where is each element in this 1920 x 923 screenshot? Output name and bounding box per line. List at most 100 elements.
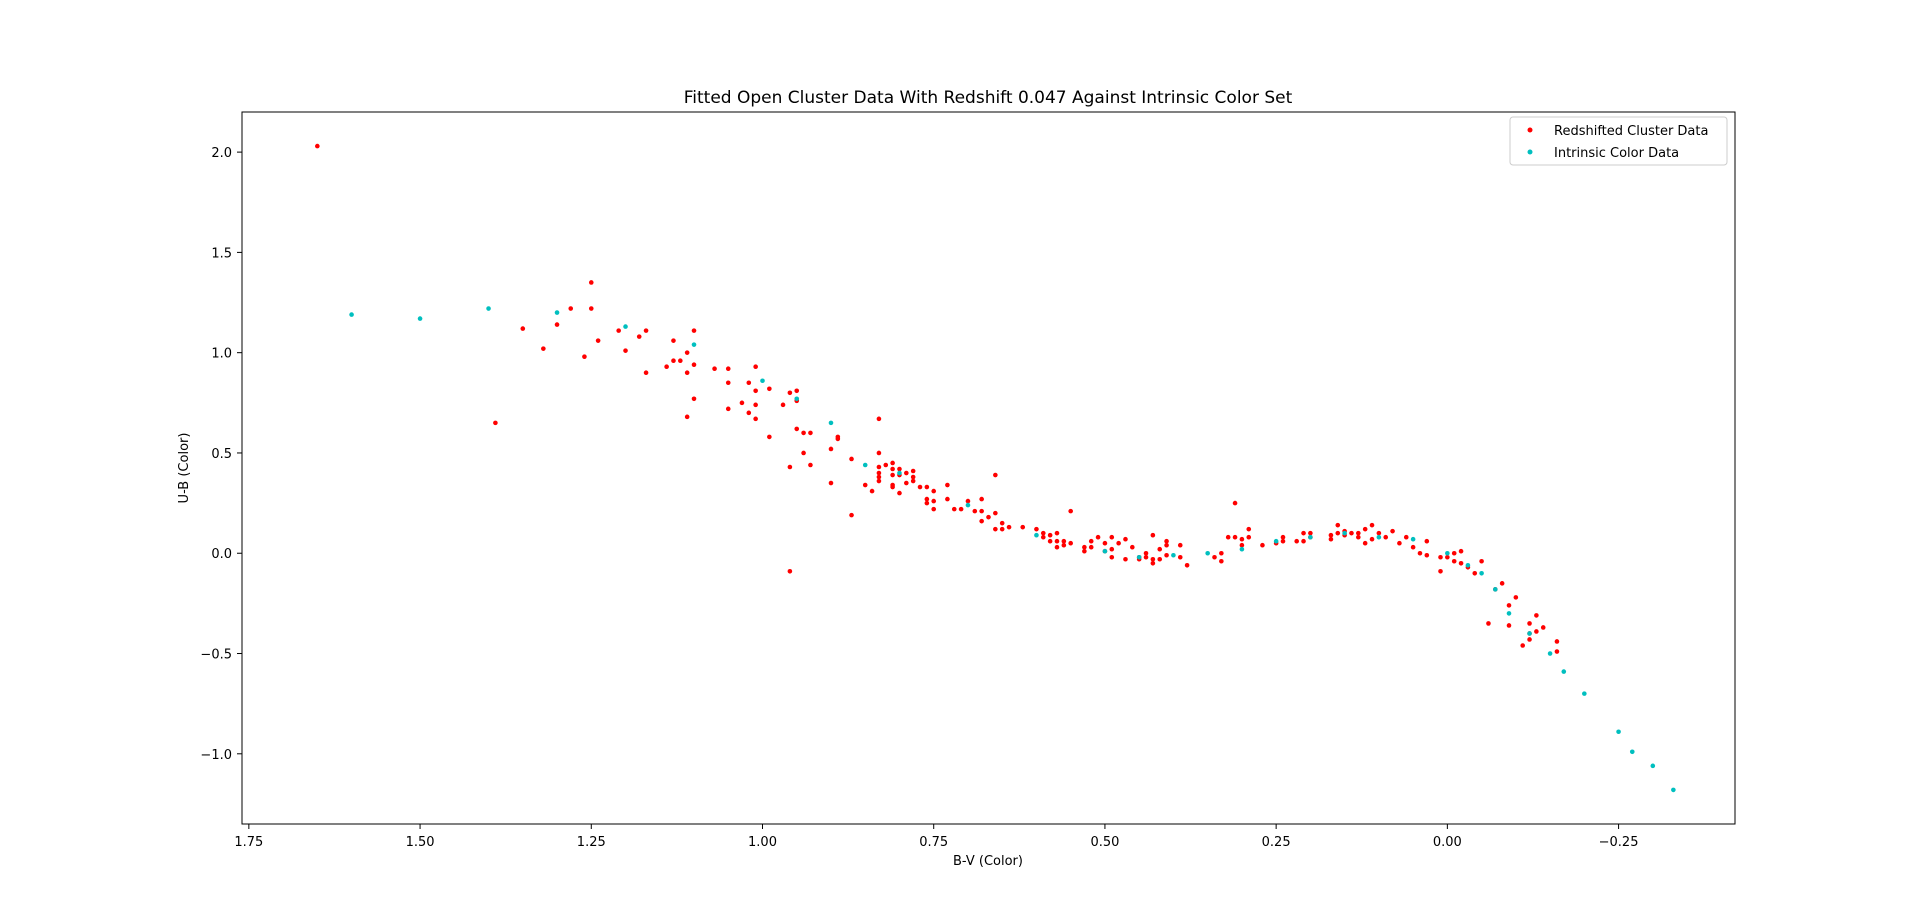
redshifted-data-point — [931, 506, 937, 512]
redshifted-data-point — [1020, 524, 1026, 530]
intrinsic-data-point — [1582, 691, 1587, 696]
redshifted-data-point — [945, 496, 950, 502]
redshifted-data-point — [794, 426, 800, 432]
redshifted-data-point — [643, 328, 649, 333]
redshifted-data-point — [951, 506, 957, 512]
intrinsic-data-point — [965, 502, 971, 508]
x-tick-label: 1.00 — [748, 835, 777, 850]
redshifted-data-point — [1486, 621, 1491, 626]
redshifted-data-point — [1534, 629, 1539, 634]
redshifted-data-point — [1239, 536, 1245, 542]
redshifted-data-point — [1225, 534, 1231, 540]
intrinsic-data-point — [1547, 651, 1553, 656]
redshifted-data-point — [1157, 546, 1163, 552]
redshifted-data-point — [753, 364, 758, 370]
intrinsic-data-point — [1102, 548, 1108, 554]
redshifted-data-point — [1424, 552, 1430, 558]
redshifted-data-point — [828, 480, 834, 486]
redshifted-data-point — [801, 450, 806, 456]
redshifted-data-point — [1143, 550, 1149, 556]
redshifted-data-point — [972, 508, 978, 514]
redshifted-data-point — [924, 500, 930, 506]
redshifted-data-point — [986, 514, 991, 520]
redshifted-data-point — [924, 496, 930, 502]
redshifted-data-point — [1356, 534, 1361, 540]
redshifted-data-point — [725, 406, 731, 412]
redshifted-data-point — [1082, 544, 1087, 550]
intrinsic-data-point — [1650, 763, 1656, 769]
intrinsic-data-point — [1342, 530, 1347, 536]
redshifted-data-point — [1301, 530, 1306, 536]
redshifted-data-point — [1054, 530, 1060, 536]
intrinsic-data-point — [828, 420, 834, 426]
redshifted-data-point — [958, 506, 964, 512]
redshifted-data-point — [876, 464, 882, 470]
plot-area-frame — [241, 111, 1736, 825]
redshifted-data-point — [588, 306, 594, 311]
redshifted-data-point — [1335, 530, 1341, 536]
intrinsic-data-point — [1136, 554, 1142, 560]
redshifted-data-point — [876, 450, 882, 456]
redshifted-data-point — [684, 370, 690, 376]
x-axis-ticks: 1.75 1.50 1.25 1.00 0.75 0.50 0.25 0.00 −0.25 — [234, 824, 1638, 850]
redshifted-data-point — [1068, 508, 1073, 514]
redshifted-data-point — [691, 396, 697, 402]
redshifted-data-point — [876, 416, 882, 422]
redshifted-data-point — [753, 388, 758, 394]
redshifted-data-point — [1458, 548, 1464, 554]
redshifted-data-point — [1102, 540, 1108, 546]
redshifted-data-point — [1068, 540, 1073, 546]
redshifted-data-point — [1006, 524, 1012, 530]
redshifted-data-point — [1054, 544, 1060, 550]
redshifted-data-point — [917, 484, 923, 490]
redshifted-data-point — [684, 350, 690, 355]
redshifted-data-point — [1506, 603, 1512, 608]
redshifted-data-point — [979, 508, 984, 514]
redshifted-data-point — [890, 484, 895, 490]
intrinsic-data-point — [691, 342, 697, 347]
redshifted-data-point — [1047, 538, 1053, 544]
redshifted-data-point — [876, 474, 882, 480]
redshifted-data-point — [979, 518, 984, 524]
redshifted-data-point — [1424, 538, 1430, 544]
redshifted-data-point — [1520, 643, 1525, 648]
redshifted-data-point — [588, 280, 594, 285]
redshifted-data-point — [1438, 568, 1443, 574]
intrinsic-data-point — [623, 324, 628, 329]
redshifted-data-point — [999, 520, 1005, 526]
redshifted-data-point — [993, 510, 998, 516]
redshifted-data-point — [315, 143, 320, 149]
redshifted-data-point — [1554, 649, 1560, 654]
redshifted-data-point — [1390, 528, 1395, 534]
x-tick-label: 0.25 — [1262, 835, 1291, 850]
intrinsic-data-point — [1410, 536, 1416, 542]
redshifted-data-point — [897, 466, 902, 472]
intrinsic-data-point — [1479, 570, 1484, 576]
redshifted-data-point — [1061, 538, 1067, 544]
intrinsic-data-point — [1205, 550, 1210, 556]
redshifted-data-point — [746, 410, 752, 416]
redshifted-data-point — [1095, 534, 1101, 540]
redshifted-data-point — [1527, 621, 1532, 626]
intrinsic-data-point — [760, 378, 765, 384]
intrinsic-data-point — [794, 396, 800, 402]
intrinsic-data-point — [862, 462, 868, 468]
redshifted-data-point — [1294, 538, 1299, 544]
redshifted-data-point — [671, 338, 676, 343]
redshifted-data-point — [787, 464, 793, 470]
redshifted-data-point — [890, 460, 895, 466]
intrinsic-data-point — [1034, 532, 1039, 538]
redshifted-data-point — [582, 354, 587, 359]
x-tick-label: 0.50 — [1090, 835, 1119, 850]
redshifted-data-point — [739, 400, 745, 406]
redshifted-data-point — [876, 478, 882, 484]
redshifted-data-point — [1088, 544, 1094, 550]
redshifted-data-point — [1335, 522, 1341, 528]
redshifted-data-point — [725, 366, 731, 372]
redshifted-data-point — [1219, 558, 1224, 564]
redshifted-data-point — [671, 358, 676, 363]
redshifted-data-point — [883, 462, 889, 468]
redshifted-data-point — [616, 328, 621, 333]
intrinsic-data-point — [1671, 787, 1676, 793]
redshifted-data-point — [780, 402, 786, 408]
